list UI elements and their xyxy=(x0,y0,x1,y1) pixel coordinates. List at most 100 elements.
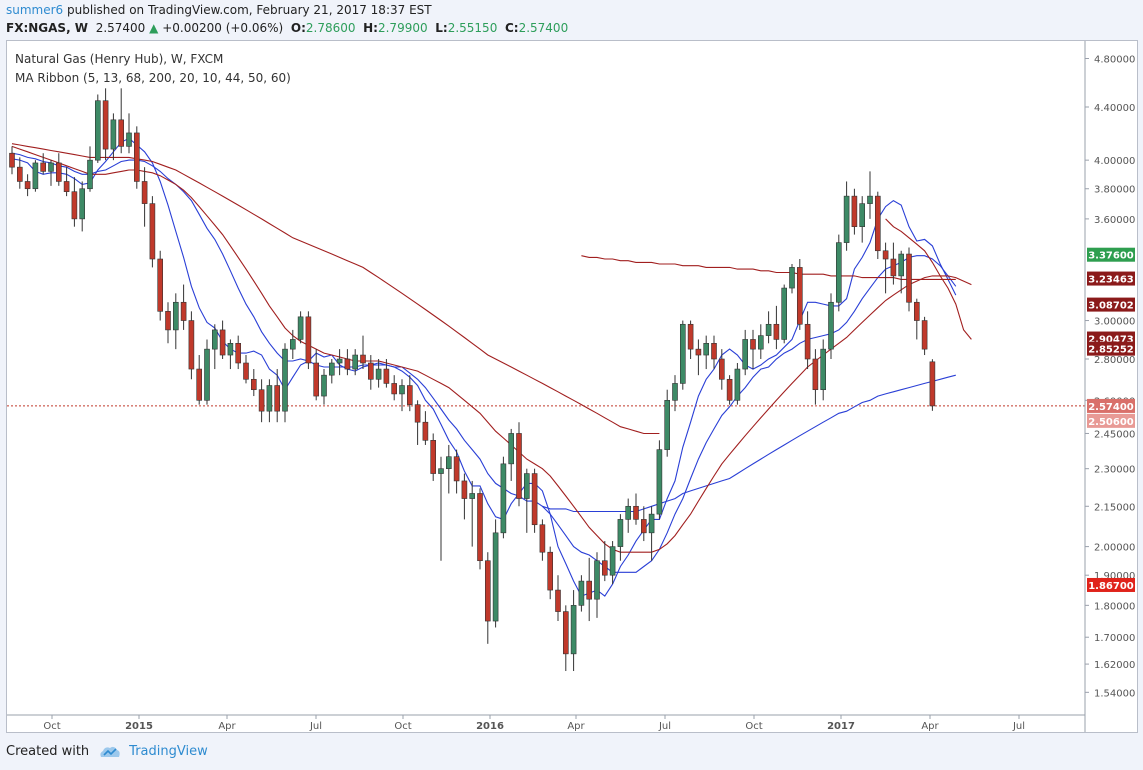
y-tick-label: 3.80000 xyxy=(1094,185,1135,196)
candle-up xyxy=(859,203,866,227)
candle-down xyxy=(63,181,70,192)
candle-down xyxy=(251,378,257,391)
candle-up xyxy=(609,546,616,576)
candle-down xyxy=(243,362,249,380)
candle-down xyxy=(453,456,460,482)
candle-down xyxy=(274,385,281,412)
high-value: 2.79900 xyxy=(377,21,428,35)
price-tag-bg xyxy=(1087,297,1135,312)
last-price: 2.57400 xyxy=(95,21,146,35)
symbol: FX:NGAS, W xyxy=(6,21,89,35)
price-chart[interactable]: 4.80000 4.40000 4.00000 3.80000 3.60000 3.000… xyxy=(7,41,1137,732)
price-tag-bg xyxy=(1087,398,1135,413)
candle-down xyxy=(695,348,702,356)
candle-down xyxy=(102,100,109,150)
candle-down xyxy=(219,329,226,356)
price-tag-label: 2.90473 xyxy=(1088,335,1134,346)
high-label: H: xyxy=(363,21,378,35)
candle-up xyxy=(399,385,405,395)
ma-line xyxy=(11,143,660,435)
candle-down xyxy=(601,560,608,576)
ma-ribbon xyxy=(11,137,972,597)
price-tag-bg xyxy=(1087,247,1135,262)
candle-up xyxy=(438,468,444,474)
chart-title: Natural Gas (Henry Hub), W, FXCM xyxy=(15,52,223,66)
x-tick-label: Jul xyxy=(658,721,671,732)
price-tag-label: 1.86700 xyxy=(1088,581,1134,592)
candle-up xyxy=(703,343,710,356)
candle-down xyxy=(165,311,171,331)
candle-down xyxy=(422,421,429,441)
candle-up xyxy=(828,301,834,350)
price-tag-bg xyxy=(1087,577,1135,592)
candle-up xyxy=(48,162,54,172)
low-value: 2.55150 xyxy=(447,21,498,35)
candle-down xyxy=(718,358,725,380)
candle-down xyxy=(391,383,398,395)
candle-down xyxy=(921,320,928,350)
candle-up xyxy=(508,433,515,465)
x-tick-label: Jul xyxy=(309,721,322,732)
candle-down xyxy=(406,385,413,405)
tradingview-link[interactable]: TradingView xyxy=(129,744,208,759)
candle-down xyxy=(40,162,47,172)
candle-down xyxy=(149,203,156,260)
candle-up xyxy=(173,301,179,331)
candle-down xyxy=(890,258,897,277)
candle-down xyxy=(24,181,31,190)
candle-up xyxy=(570,605,577,655)
candle-up xyxy=(95,100,101,161)
candle-down xyxy=(430,440,437,474)
candle-down xyxy=(71,191,78,220)
price-tag-label: 2.50600 xyxy=(1088,417,1134,428)
candle-up xyxy=(867,195,873,204)
price-tag-label: 3.08702 xyxy=(1088,301,1134,312)
y-tick-label: 3.00000 xyxy=(1094,317,1135,328)
ma-line xyxy=(11,152,957,573)
candle-down xyxy=(157,258,163,312)
candle-down xyxy=(313,362,320,397)
price-tag-label: 3.37600 xyxy=(1088,251,1134,262)
candle-down xyxy=(851,195,858,227)
candle-up xyxy=(594,560,600,600)
open-label: O: xyxy=(290,21,306,35)
candle-up xyxy=(835,242,842,303)
author-link[interactable]: summer6 xyxy=(6,3,64,17)
time-axis: Oct 2015 Apr Jul Oct 2016 Apr Jul Oct 2017 Apr Jul xyxy=(7,714,1085,732)
x-tick-label: Apr xyxy=(921,721,939,732)
candle-down xyxy=(531,473,538,526)
chart-frame[interactable]: 4.80000 4.40000 4.00000 3.80000 3.60000 3.000… xyxy=(6,40,1138,733)
candle-up xyxy=(765,323,772,336)
y-tick-label: 1.80000 xyxy=(1094,601,1135,612)
candle-down xyxy=(484,560,491,622)
candle-down xyxy=(55,162,62,182)
candle-up xyxy=(282,348,288,412)
price-axis: 4.80000 4.40000 4.00000 3.80000 3.60000 3.000… xyxy=(1084,41,1135,732)
candle-down xyxy=(17,166,23,182)
candle-down xyxy=(796,267,803,325)
candle-down xyxy=(141,181,148,204)
candle-down xyxy=(750,339,756,350)
candle-up xyxy=(523,473,530,499)
candle-down xyxy=(118,119,124,147)
ma-line xyxy=(885,218,972,340)
close-label: C: xyxy=(504,21,519,35)
candle-up xyxy=(820,348,827,391)
candle-up xyxy=(328,362,335,376)
candle-up xyxy=(843,195,850,243)
candle-down xyxy=(539,524,546,553)
candle-up xyxy=(289,339,296,350)
x-tick-label: Apr xyxy=(218,721,236,732)
candle-down xyxy=(726,378,733,401)
candle-up xyxy=(500,463,507,534)
candle-up xyxy=(469,493,476,499)
candle-up xyxy=(126,132,132,147)
y-tick-label: 4.80000 xyxy=(1094,54,1135,65)
candle-down xyxy=(477,493,483,562)
candle-down xyxy=(367,362,374,380)
candle-down xyxy=(812,358,819,391)
candle-down xyxy=(414,404,421,423)
candle-up xyxy=(789,267,795,289)
candle-down xyxy=(134,132,140,182)
candle-down xyxy=(711,343,717,360)
